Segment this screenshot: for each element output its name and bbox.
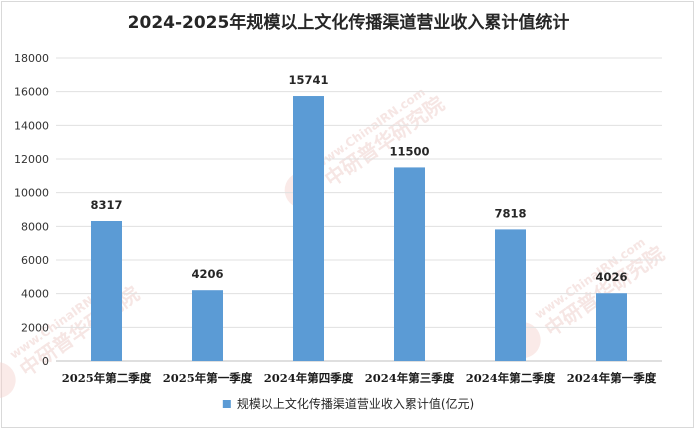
y-tick-label: 18000 <box>14 52 49 65</box>
y-tick-label: 10000 <box>14 187 49 200</box>
x-axis: 2025年第二季度 2025年第一季度 2024年第四季度 2024年第三季度 2024… <box>62 371 657 385</box>
y-tick-label: 6000 <box>21 254 49 267</box>
y-tick-label: 16000 <box>14 86 49 99</box>
data-label: 11500 <box>389 144 429 158</box>
legend-label: 规模以上文化传播渠道营业收入累计值(亿元) <box>237 396 474 411</box>
data-label: 4026 <box>595 270 627 284</box>
bar <box>596 293 627 361</box>
bar <box>495 229 526 361</box>
data-label: 15741 <box>288 73 328 87</box>
x-tick-label: 2024年第四季度 <box>264 371 354 385</box>
data-label: 7818 <box>494 206 526 220</box>
x-tick-label: 2024年第二季度 <box>466 371 556 385</box>
x-tick-label: 2024年第三季度 <box>365 371 455 385</box>
bar <box>91 220 122 361</box>
y-tick-label: 2000 <box>21 321 49 334</box>
chart-title: 2024-2025年规模以上文化传播渠道营业收入累计值统计 <box>127 13 570 33</box>
y-tick-label: 0 <box>42 355 49 368</box>
y-axis: 0 2000 4000 6000 8000 10000 12000 14000 16000 180… <box>14 52 49 368</box>
x-tick-label: 2025年第一季度 <box>163 371 253 385</box>
bar <box>192 290 223 361</box>
data-label: 8317 <box>90 198 122 212</box>
x-tick-label: 2025年第二季度 <box>62 371 152 385</box>
bars <box>91 96 627 362</box>
y-tick-label: 12000 <box>14 153 49 166</box>
x-tick-label: 2024年第一季度 <box>567 371 657 385</box>
bar <box>394 167 425 361</box>
data-labels: 8317 4206 15741 11500 7818 4026 <box>90 73 627 284</box>
legend: 规模以上文化传播渠道营业收入累计值(亿元) <box>222 396 474 411</box>
data-label: 4206 <box>191 267 223 281</box>
y-tick-label: 4000 <box>21 288 49 301</box>
watermark-logo-icon <box>0 362 16 399</box>
legend-swatch <box>222 400 231 408</box>
bar <box>293 96 324 362</box>
y-tick-label: 8000 <box>21 220 49 233</box>
gridlines <box>56 57 662 362</box>
y-tick-label: 14000 <box>14 119 49 132</box>
